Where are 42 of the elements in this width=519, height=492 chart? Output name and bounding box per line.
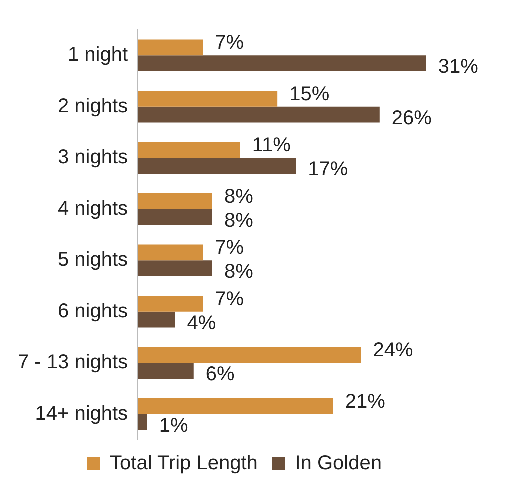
bar [138,363,194,380]
bar [138,90,278,107]
data-label: 7% [215,288,244,310]
data-label: 21% [345,390,386,413]
data-label: 1% [159,414,188,437]
data-label: 6% [206,364,235,386]
data-label: 7% [215,32,244,54]
bar [138,56,426,72]
bar [138,414,148,430]
y-tick-label: 14+ nights [35,402,128,425]
data-label: 15% [290,83,330,106]
y-tick-label: 4 nights [58,198,128,220]
bar [138,193,212,210]
bar [138,209,212,226]
y-tick-label: 6 nights [58,300,128,322]
data-label: 8% [224,261,254,284]
data-label: 4% [187,312,216,334]
data-label: 31% [438,56,479,78]
data-label: 24% [373,340,414,362]
legend-label: Total Trip Length [110,452,258,475]
y-tick-label: 3 nights [58,146,128,169]
data-label: 8% [224,210,254,232]
bar [138,106,380,123]
data-label: 26% [392,107,432,130]
bar [138,398,334,414]
bar [138,244,204,261]
bar [138,142,240,158]
bar [138,296,204,312]
bar [138,347,362,364]
y-tick-label: 5 nights [58,249,128,272]
y-tick-label: 2 nights [58,95,128,118]
bar [138,158,296,174]
bar [138,260,212,277]
data-label: 7% [215,237,244,260]
data-label: 11% [252,134,292,157]
data-label: 8% [224,186,254,208]
y-tick-label: 7 - 13 nights [18,352,128,374]
bar [138,40,204,56]
data-label: 17% [308,158,348,181]
y-tick-label: 1 night [68,44,128,66]
legend-label: In Golden [295,452,382,475]
bar [138,312,176,328]
